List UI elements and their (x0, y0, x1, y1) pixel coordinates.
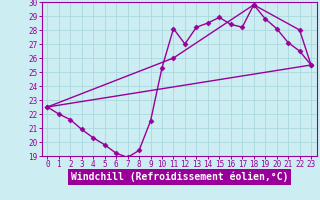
X-axis label: Windchill (Refroidissement éolien,°C): Windchill (Refroidissement éolien,°C) (70, 172, 288, 182)
